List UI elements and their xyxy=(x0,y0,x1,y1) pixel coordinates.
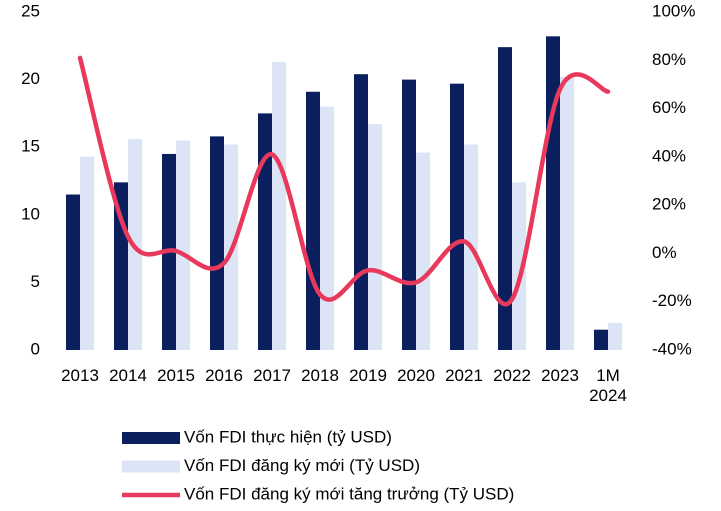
y-tick-label: 25 xyxy=(21,1,40,20)
y2-tick-label: 0% xyxy=(652,243,677,262)
bar xyxy=(272,62,286,351)
legend-swatch xyxy=(122,460,180,473)
bar xyxy=(176,140,190,350)
bar xyxy=(66,194,80,350)
legend-label: Vốn FDI đăng ký mới tăng trưởng (Tỷ USD) xyxy=(184,484,514,503)
x-tick-label: 2022 xyxy=(493,366,531,385)
y2-tick-label: 20% xyxy=(652,195,686,214)
y-tick-label: 5 xyxy=(31,272,40,291)
x-tick-label: 2013 xyxy=(61,366,99,385)
y2-tick-label: 100% xyxy=(652,1,695,20)
x-tick-label: 2020 xyxy=(397,366,435,385)
y2-tick-label: -40% xyxy=(652,339,692,358)
bar xyxy=(546,36,560,350)
bar xyxy=(608,322,622,350)
line xyxy=(77,55,611,307)
x-tick-label: 2014 xyxy=(109,366,147,385)
y-tick-label: 15 xyxy=(21,137,40,156)
x-tick-label: 1M 2024 xyxy=(589,366,627,405)
y2-tick-label: 40% xyxy=(652,146,686,165)
legend-swatch xyxy=(122,432,180,444)
y2-tick-label: 60% xyxy=(652,98,686,117)
bar xyxy=(258,113,272,351)
bar xyxy=(594,329,608,350)
x-tick-label: 2016 xyxy=(205,366,243,385)
y-tick-label: 0 xyxy=(31,339,40,358)
y-tick-label: 20 xyxy=(21,69,40,88)
bar xyxy=(354,74,368,350)
y2-tick-label: -20% xyxy=(652,291,692,310)
x-tick-label: 2018 xyxy=(301,366,339,385)
bar xyxy=(450,83,464,350)
bar xyxy=(320,106,334,350)
y2-tick-label: 80% xyxy=(652,50,686,69)
bar xyxy=(416,152,430,350)
x-tick-label: 2017 xyxy=(253,366,291,385)
x-tick-label: 2021 xyxy=(445,366,483,385)
bar xyxy=(402,79,416,350)
bar xyxy=(210,136,224,350)
y-tick-label: 10 xyxy=(21,204,40,223)
bar xyxy=(560,76,574,351)
bar xyxy=(368,124,382,350)
bar xyxy=(512,182,526,350)
legend-label: Vốn FDI đăng ký mới (Tỷ USD) xyxy=(184,456,420,475)
x-tick-label: 2023 xyxy=(541,366,579,385)
x-tick-label: 2019 xyxy=(349,366,387,385)
bar xyxy=(498,47,512,350)
bar xyxy=(80,156,94,350)
legend-label: Vốn FDI thực hiện (tỷ USD) xyxy=(184,427,392,446)
bar xyxy=(306,91,320,350)
x-tick-label: 2015 xyxy=(157,366,195,385)
